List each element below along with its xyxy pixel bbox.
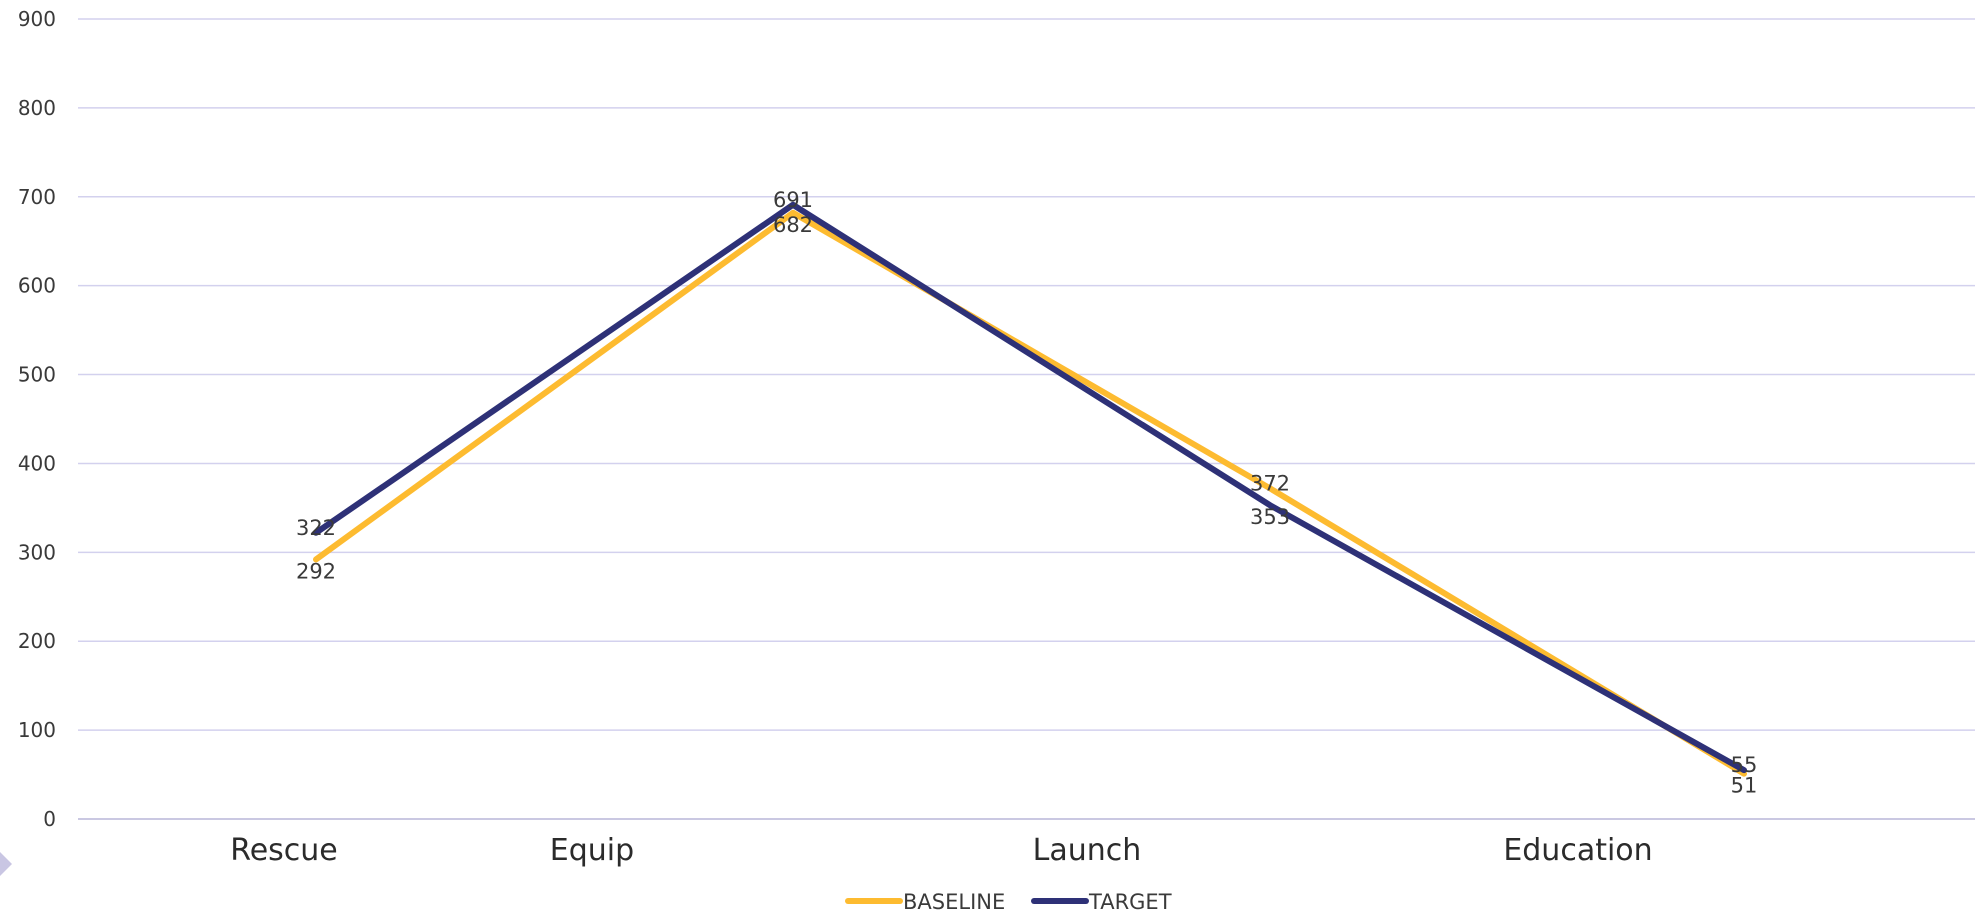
data-label: 322: [296, 516, 336, 540]
data-label: 51: [1731, 774, 1758, 798]
y-tick-label: 400: [18, 451, 56, 475]
data-label: 682: [773, 213, 813, 237]
x-category-label: Launch: [1033, 833, 1142, 868]
y-tick-label: 800: [18, 96, 56, 120]
x-category-label: Education: [1503, 833, 1652, 868]
legend-label: BASELINE: [903, 890, 1005, 914]
gridlines: [78, 18, 1975, 820]
y-tick-label: 700: [18, 185, 56, 209]
legend-label: TARGET: [1088, 890, 1172, 914]
y-tick-label: 200: [18, 629, 56, 653]
y-tick-label: 600: [18, 274, 56, 298]
legend[interactable]: BASELINE TARGET: [845, 890, 1172, 914]
legend-item-baseline[interactable]: BASELINE: [845, 890, 1005, 914]
y-tick-label: 100: [18, 718, 56, 742]
data-label: 353: [1250, 505, 1290, 529]
slide-corner-marker: [0, 852, 12, 876]
x-axis: Rescue Equip Launch Education: [230, 833, 1652, 868]
data-label: 691: [773, 188, 813, 212]
y-tick-label: 300: [18, 540, 56, 564]
x-category-label: Equip: [550, 833, 634, 868]
y-tick-label: 0: [43, 807, 56, 831]
y-tick-label: 900: [18, 7, 56, 31]
data-label: 292: [296, 559, 336, 583]
legend-item-target[interactable]: TARGET: [1031, 890, 1172, 914]
series-lines: [313, 201, 1747, 777]
y-axis: 0 100 200 300 400 500 600 700 800 900: [18, 7, 56, 831]
x-category-label: Rescue: [230, 833, 338, 868]
series-line-baseline: [313, 209, 1747, 777]
data-label: 372: [1250, 471, 1290, 495]
series-line-target: [313, 201, 1747, 774]
y-tick-label: 500: [18, 363, 56, 387]
data-label: 55: [1731, 753, 1758, 777]
